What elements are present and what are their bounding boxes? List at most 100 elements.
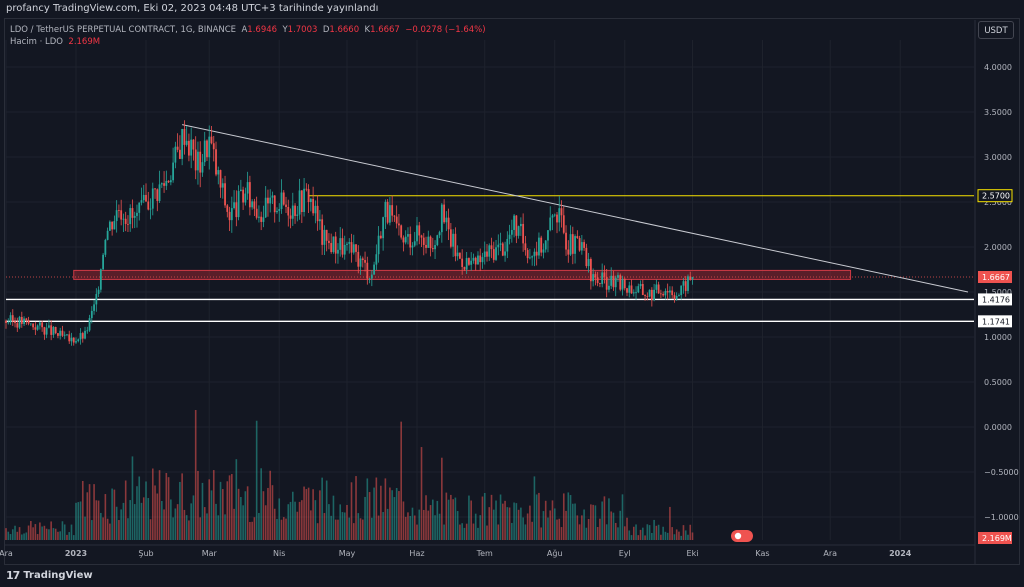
low-label: D xyxy=(322,25,330,35)
candle-body xyxy=(343,244,346,255)
volume-bar xyxy=(642,527,644,540)
volume-bar xyxy=(68,532,71,540)
candle-body xyxy=(517,226,520,236)
volume-bar xyxy=(77,502,80,540)
candle-body xyxy=(436,235,439,246)
candle-body xyxy=(278,208,281,211)
candle-body xyxy=(479,255,482,263)
candle-body xyxy=(465,258,468,270)
volume-bar xyxy=(404,516,407,540)
candle-body xyxy=(501,243,504,256)
volume-bar xyxy=(255,420,258,540)
volume-bar xyxy=(343,512,346,540)
candle-body xyxy=(219,170,222,188)
candle-body xyxy=(440,204,443,233)
volume-bar xyxy=(594,505,597,540)
volume-bar xyxy=(599,518,601,540)
volume-bar xyxy=(628,530,631,540)
volume-bar xyxy=(163,509,165,540)
candle-body xyxy=(203,140,206,163)
volume-bar xyxy=(393,497,396,540)
volume-bar xyxy=(294,501,296,540)
currency-button[interactable]: USDT xyxy=(978,21,1014,39)
candle-body xyxy=(474,257,477,265)
candle-body xyxy=(531,256,534,258)
volume-bar xyxy=(662,526,664,540)
candle-body xyxy=(610,275,613,286)
candle-body xyxy=(560,208,563,216)
volume-bar xyxy=(400,421,402,540)
volume-bar xyxy=(587,519,590,540)
candle-body xyxy=(9,315,12,323)
volume-bar xyxy=(133,504,136,540)
price-label-text: 2.169M xyxy=(982,534,1012,543)
candle-body xyxy=(314,205,317,214)
candle-body xyxy=(38,322,41,326)
volume-bar xyxy=(226,481,229,540)
volume-bar xyxy=(249,521,251,540)
candle-body xyxy=(215,149,217,175)
volume-bar xyxy=(411,507,414,540)
volume-bar xyxy=(66,534,68,540)
footer xyxy=(0,566,1024,587)
candle-body xyxy=(646,295,649,297)
volume-bar xyxy=(603,496,606,540)
candle-body xyxy=(533,251,536,257)
volume-bar xyxy=(452,499,454,540)
candle-body xyxy=(366,262,369,279)
candle-body xyxy=(565,232,567,250)
price-tick-label: 3.0000 xyxy=(984,153,1012,162)
candle-body xyxy=(81,333,84,339)
volume-bar xyxy=(72,535,75,540)
volume-bar xyxy=(11,529,14,540)
candle-body xyxy=(641,284,644,295)
price-tick-label: 2.0000 xyxy=(984,243,1012,252)
candle-body xyxy=(237,191,240,218)
candle-body xyxy=(619,275,622,290)
candle-body xyxy=(644,294,646,296)
candle-body xyxy=(368,278,371,280)
candle-body xyxy=(544,240,547,250)
volume-bar xyxy=(136,486,138,540)
candle-body xyxy=(282,192,285,205)
candle-body xyxy=(589,259,592,282)
candle-body xyxy=(142,194,145,201)
volume-bar xyxy=(39,522,41,540)
volume-bar xyxy=(434,515,436,540)
candle-body xyxy=(438,232,441,236)
volume-bar xyxy=(610,511,613,540)
candle-body xyxy=(671,290,674,296)
volume-bar xyxy=(278,498,281,540)
candle-body xyxy=(678,295,680,297)
volume-bar xyxy=(332,495,335,540)
candle-body xyxy=(68,334,71,342)
candle-body xyxy=(160,183,163,185)
candle-body xyxy=(192,139,195,150)
candle-body xyxy=(176,146,179,150)
volume-bar xyxy=(684,530,687,540)
candle-body xyxy=(434,245,436,250)
candle-body xyxy=(578,238,581,251)
candle-body xyxy=(90,310,93,319)
volume-bar xyxy=(468,495,470,540)
candle-body xyxy=(244,193,247,203)
candle-body xyxy=(585,247,588,267)
candle-body xyxy=(72,337,75,343)
candle-body xyxy=(492,249,495,260)
volume-bar xyxy=(301,500,303,540)
volume-bar xyxy=(375,477,378,540)
candle-body xyxy=(280,192,283,209)
candle-body xyxy=(18,316,21,328)
price-tick-label: 3.5000 xyxy=(984,108,1012,117)
volume-bar xyxy=(287,504,290,540)
tradingview-logo[interactable]: 17 TradingView xyxy=(6,569,93,582)
volume-bar xyxy=(666,532,669,540)
volume-bar xyxy=(9,534,12,540)
candle-body xyxy=(635,292,637,294)
candle-body xyxy=(574,236,576,254)
volume-bar xyxy=(623,526,626,540)
close-value: 1.6667 xyxy=(370,25,400,35)
volume-bar xyxy=(43,525,46,540)
volume-bar xyxy=(118,520,120,540)
